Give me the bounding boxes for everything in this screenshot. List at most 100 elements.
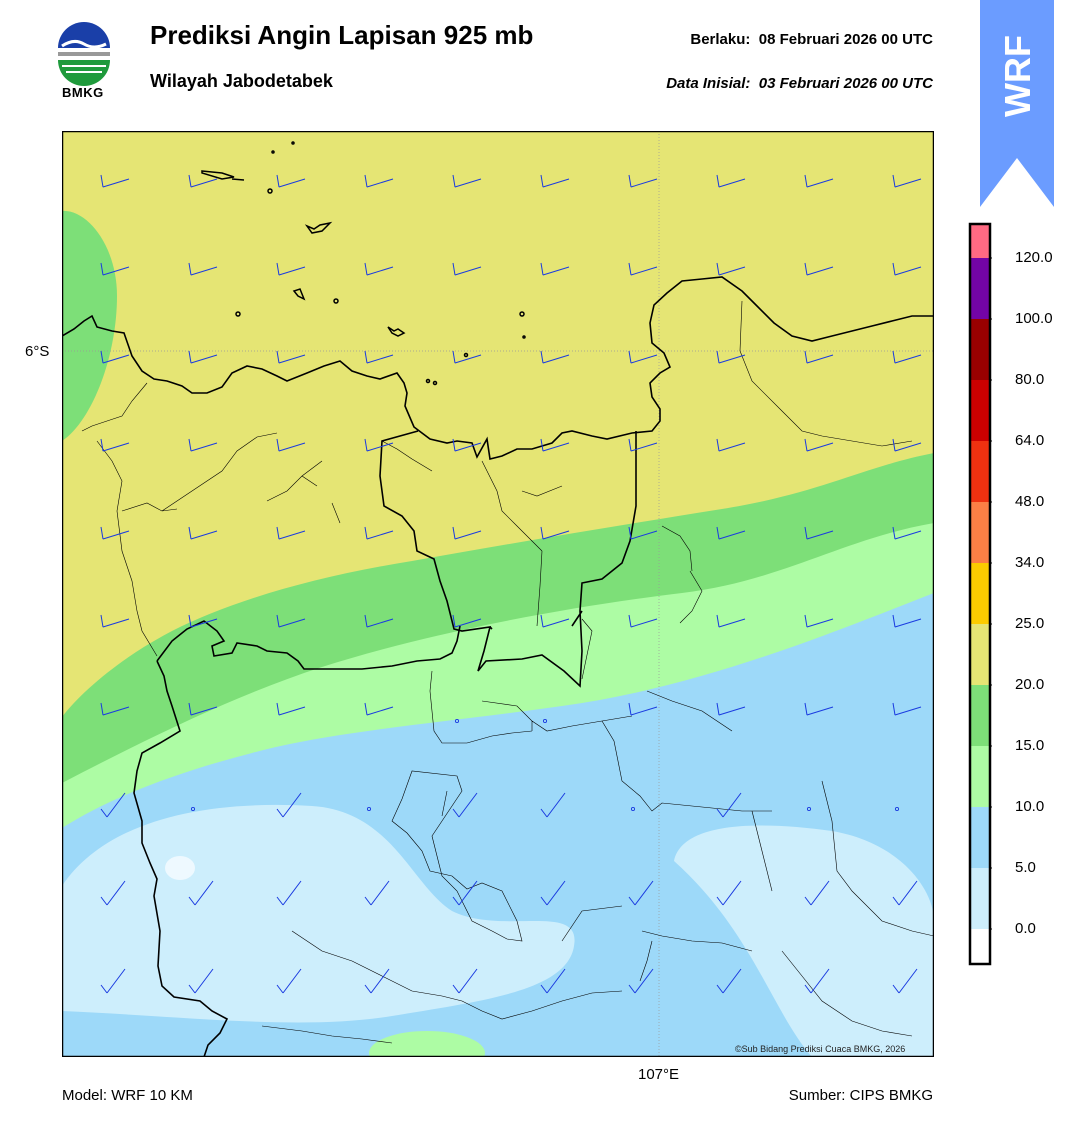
colorbar-label: 120.0 bbox=[1015, 249, 1053, 266]
calm-circle-icon bbox=[630, 806, 636, 812]
wind-barb-icon bbox=[892, 438, 922, 452]
wind-barb-icon bbox=[188, 614, 218, 628]
bmkg-logo-icon bbox=[58, 22, 110, 86]
wrf-badge bbox=[980, 0, 1054, 207]
wind-barb-icon bbox=[452, 968, 478, 994]
province-boundary bbox=[379, 430, 637, 688]
wind-barb-icon bbox=[540, 968, 566, 994]
wind-barb-icon bbox=[364, 526, 394, 540]
colorbar-label: 48.0 bbox=[1015, 493, 1045, 510]
province-boundary-west bbox=[133, 620, 461, 1057]
wind-barb-icon bbox=[628, 350, 658, 364]
wind-barb-icon bbox=[188, 350, 218, 364]
wind-barb-icon bbox=[276, 702, 306, 716]
wind-barb-icon bbox=[892, 350, 922, 364]
wind-barb-icon bbox=[100, 702, 130, 716]
colorbar-swatch bbox=[970, 624, 990, 685]
wind-barb-icon bbox=[276, 968, 302, 994]
small-islands bbox=[201, 141, 526, 386]
wind-barb-icon bbox=[364, 880, 390, 906]
region-subtitle: Wilayah Jabodetabek bbox=[150, 71, 333, 91]
wind-barb-icon bbox=[892, 614, 922, 628]
wind-barb-icon bbox=[188, 526, 218, 540]
lon-label: 107°E bbox=[638, 1066, 680, 1083]
colorbar-label: 64.0 bbox=[1015, 432, 1045, 449]
wind-barb-icon bbox=[716, 350, 746, 364]
colorbar-label: 25.0 bbox=[1015, 615, 1045, 632]
wind-barb-icon bbox=[628, 438, 658, 452]
valid-value: 08 Februari 2026 00 UTC bbox=[758, 31, 933, 48]
calm-circle-icon bbox=[542, 718, 548, 724]
wind-barb-icon bbox=[452, 174, 482, 188]
regency-borders bbox=[81, 300, 934, 1044]
valid-time: Berlaku: 08 Februari 2026 00 UTC bbox=[690, 31, 933, 48]
wind-barb-icon bbox=[628, 702, 658, 716]
wind-barb-icon bbox=[100, 262, 130, 276]
colorbar-extend-top bbox=[970, 224, 990, 258]
wind-barb-icon bbox=[452, 262, 482, 276]
page-title: Prediksi Angin Lapisan 925 mb bbox=[150, 20, 534, 50]
wind-barb-icon bbox=[716, 614, 746, 628]
wind-barb-icon bbox=[100, 880, 126, 906]
wind-barb-icon bbox=[276, 262, 306, 276]
init-label: Data Inisial: bbox=[666, 75, 751, 92]
colorbar-swatch bbox=[970, 502, 990, 563]
wind-barb-icon bbox=[364, 968, 390, 994]
wind-barb-icon bbox=[364, 614, 394, 628]
wind-barb-icon bbox=[452, 880, 478, 906]
wind-barb-icon bbox=[804, 350, 834, 364]
wind-barb-icon bbox=[452, 350, 482, 364]
wind-barb-icon bbox=[276, 350, 306, 364]
wind-barb-icon bbox=[540, 262, 570, 276]
wind-barb-icon bbox=[716, 526, 746, 540]
wind-barb-icon bbox=[364, 262, 394, 276]
wind-barb-icon bbox=[364, 438, 394, 452]
colorbar bbox=[968, 222, 992, 966]
wind-barb-icon bbox=[716, 880, 742, 906]
wind-barb-icon bbox=[628, 174, 658, 188]
colorbar-label: 0.0 bbox=[1015, 920, 1036, 937]
wind-barb-icon bbox=[716, 792, 742, 818]
wind-barb-icon bbox=[452, 792, 478, 818]
calm-circle-icon bbox=[366, 806, 372, 812]
wind-barb-icon bbox=[804, 968, 830, 994]
wind-barb-icon bbox=[540, 350, 570, 364]
logo-text: BMKG bbox=[62, 85, 104, 100]
wind-barb-icon bbox=[628, 262, 658, 276]
wind-barb-icon bbox=[100, 526, 130, 540]
wind-barb-icon bbox=[188, 438, 218, 452]
wind-barb-icon bbox=[100, 350, 130, 364]
model-info: Model: WRF 10 KM bbox=[62, 1087, 193, 1104]
band-10-15-south bbox=[369, 1031, 485, 1057]
wind-barb-icon bbox=[452, 614, 482, 628]
colorbar-swatch bbox=[970, 380, 990, 441]
colorbar-label: 10.0 bbox=[1015, 798, 1045, 815]
wind-barb-icon bbox=[364, 702, 394, 716]
wind-barb-icon bbox=[892, 262, 922, 276]
band-15-20-west bbox=[62, 210, 117, 441]
wind-barb-icon bbox=[276, 438, 306, 452]
wind-barb-icon bbox=[540, 880, 566, 906]
wind-barb-icon bbox=[188, 880, 214, 906]
wind-barb-icon bbox=[892, 702, 922, 716]
wind-barb-icon bbox=[100, 792, 126, 818]
calm-circle-icon bbox=[894, 806, 900, 812]
wind-barb-icon bbox=[628, 526, 658, 540]
copyright-text: ©Sub Bidang Prediksi Cuaca BMKG, 2026 bbox=[735, 1044, 906, 1054]
colorbar-label: 80.0 bbox=[1015, 371, 1045, 388]
band-0-5-spot bbox=[165, 856, 195, 880]
wind-barb-icon bbox=[628, 968, 654, 994]
wind-barb-icon bbox=[452, 526, 482, 540]
wind-map bbox=[62, 131, 934, 1057]
colorbar-label: 100.0 bbox=[1015, 310, 1053, 327]
source-info: Sumber: CIPS BMKG bbox=[788, 1087, 933, 1104]
wind-barb-icon bbox=[100, 174, 130, 188]
colorbar-swatch bbox=[970, 929, 990, 963]
wind-barb-icon bbox=[188, 968, 214, 994]
lat-label: 6°S bbox=[25, 343, 50, 360]
coastline bbox=[62, 276, 934, 460]
calm-circle-icon bbox=[806, 806, 812, 812]
wind-barb-icon bbox=[276, 792, 302, 818]
colorbar-label: 5.0 bbox=[1015, 859, 1036, 876]
colorbar-label: 34.0 bbox=[1015, 554, 1045, 571]
